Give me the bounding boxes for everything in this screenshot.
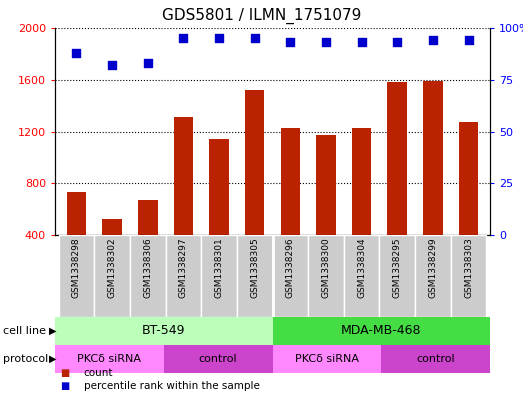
Bar bbox=[55, 345, 164, 373]
Text: BT-549: BT-549 bbox=[142, 325, 186, 338]
Point bbox=[179, 35, 188, 42]
Text: GSM1338306: GSM1338306 bbox=[143, 237, 152, 298]
Text: cell line: cell line bbox=[3, 326, 46, 336]
Point bbox=[215, 35, 223, 42]
Text: control: control bbox=[416, 354, 455, 364]
Point bbox=[72, 50, 81, 56]
Bar bbox=[280, 128, 300, 235]
Bar bbox=[164, 345, 272, 373]
Text: protocol: protocol bbox=[3, 354, 48, 364]
Bar bbox=[352, 128, 371, 235]
Bar bbox=[344, 235, 380, 317]
Text: GSM1338299: GSM1338299 bbox=[428, 237, 437, 298]
Text: MDA-MB-468: MDA-MB-468 bbox=[341, 325, 422, 338]
Text: ■: ■ bbox=[60, 368, 70, 378]
Bar bbox=[166, 235, 201, 317]
Point bbox=[143, 60, 152, 66]
Bar bbox=[174, 117, 193, 235]
Bar bbox=[388, 83, 407, 235]
Text: GSM1338300: GSM1338300 bbox=[322, 237, 331, 298]
Bar bbox=[130, 235, 166, 317]
Text: GSM1338301: GSM1338301 bbox=[214, 237, 223, 298]
Text: ■: ■ bbox=[60, 381, 70, 391]
Bar bbox=[209, 139, 229, 235]
Bar bbox=[380, 235, 415, 317]
Bar bbox=[272, 235, 308, 317]
Bar bbox=[55, 317, 272, 345]
Bar bbox=[451, 235, 486, 317]
Bar bbox=[59, 235, 94, 317]
Bar bbox=[423, 81, 443, 235]
Text: ▶: ▶ bbox=[49, 326, 56, 336]
Text: GSM1338305: GSM1338305 bbox=[250, 237, 259, 298]
Text: PKCδ siRNA: PKCδ siRNA bbox=[295, 354, 359, 364]
Bar bbox=[415, 235, 451, 317]
Text: PKCδ siRNA: PKCδ siRNA bbox=[77, 354, 141, 364]
Bar bbox=[272, 345, 381, 373]
Text: ▶: ▶ bbox=[49, 354, 56, 364]
Point bbox=[464, 37, 473, 44]
Bar bbox=[201, 235, 237, 317]
Bar bbox=[316, 135, 336, 235]
Bar bbox=[94, 235, 130, 317]
Point bbox=[108, 62, 116, 68]
Text: GSM1338304: GSM1338304 bbox=[357, 237, 366, 298]
Text: GSM1338296: GSM1338296 bbox=[286, 237, 295, 298]
Bar bbox=[245, 90, 265, 235]
Text: GSM1338297: GSM1338297 bbox=[179, 237, 188, 298]
Point bbox=[322, 39, 330, 46]
Point bbox=[251, 35, 259, 42]
Point bbox=[286, 39, 294, 46]
Bar bbox=[102, 219, 122, 235]
Bar bbox=[66, 192, 86, 235]
Point bbox=[357, 39, 366, 46]
Text: GSM1338295: GSM1338295 bbox=[393, 237, 402, 298]
Bar bbox=[308, 235, 344, 317]
Bar bbox=[138, 200, 157, 235]
Text: GSM1338298: GSM1338298 bbox=[72, 237, 81, 298]
Text: GSM1338303: GSM1338303 bbox=[464, 237, 473, 298]
Bar bbox=[237, 235, 272, 317]
Bar bbox=[272, 317, 490, 345]
Text: control: control bbox=[199, 354, 237, 364]
Bar bbox=[459, 123, 479, 235]
Point bbox=[393, 39, 402, 46]
Point bbox=[429, 37, 437, 44]
Bar bbox=[381, 345, 490, 373]
Text: percentile rank within the sample: percentile rank within the sample bbox=[84, 381, 259, 391]
Text: GDS5801 / ILMN_1751079: GDS5801 / ILMN_1751079 bbox=[162, 8, 361, 24]
Text: GSM1338302: GSM1338302 bbox=[108, 237, 117, 298]
Text: count: count bbox=[84, 368, 113, 378]
